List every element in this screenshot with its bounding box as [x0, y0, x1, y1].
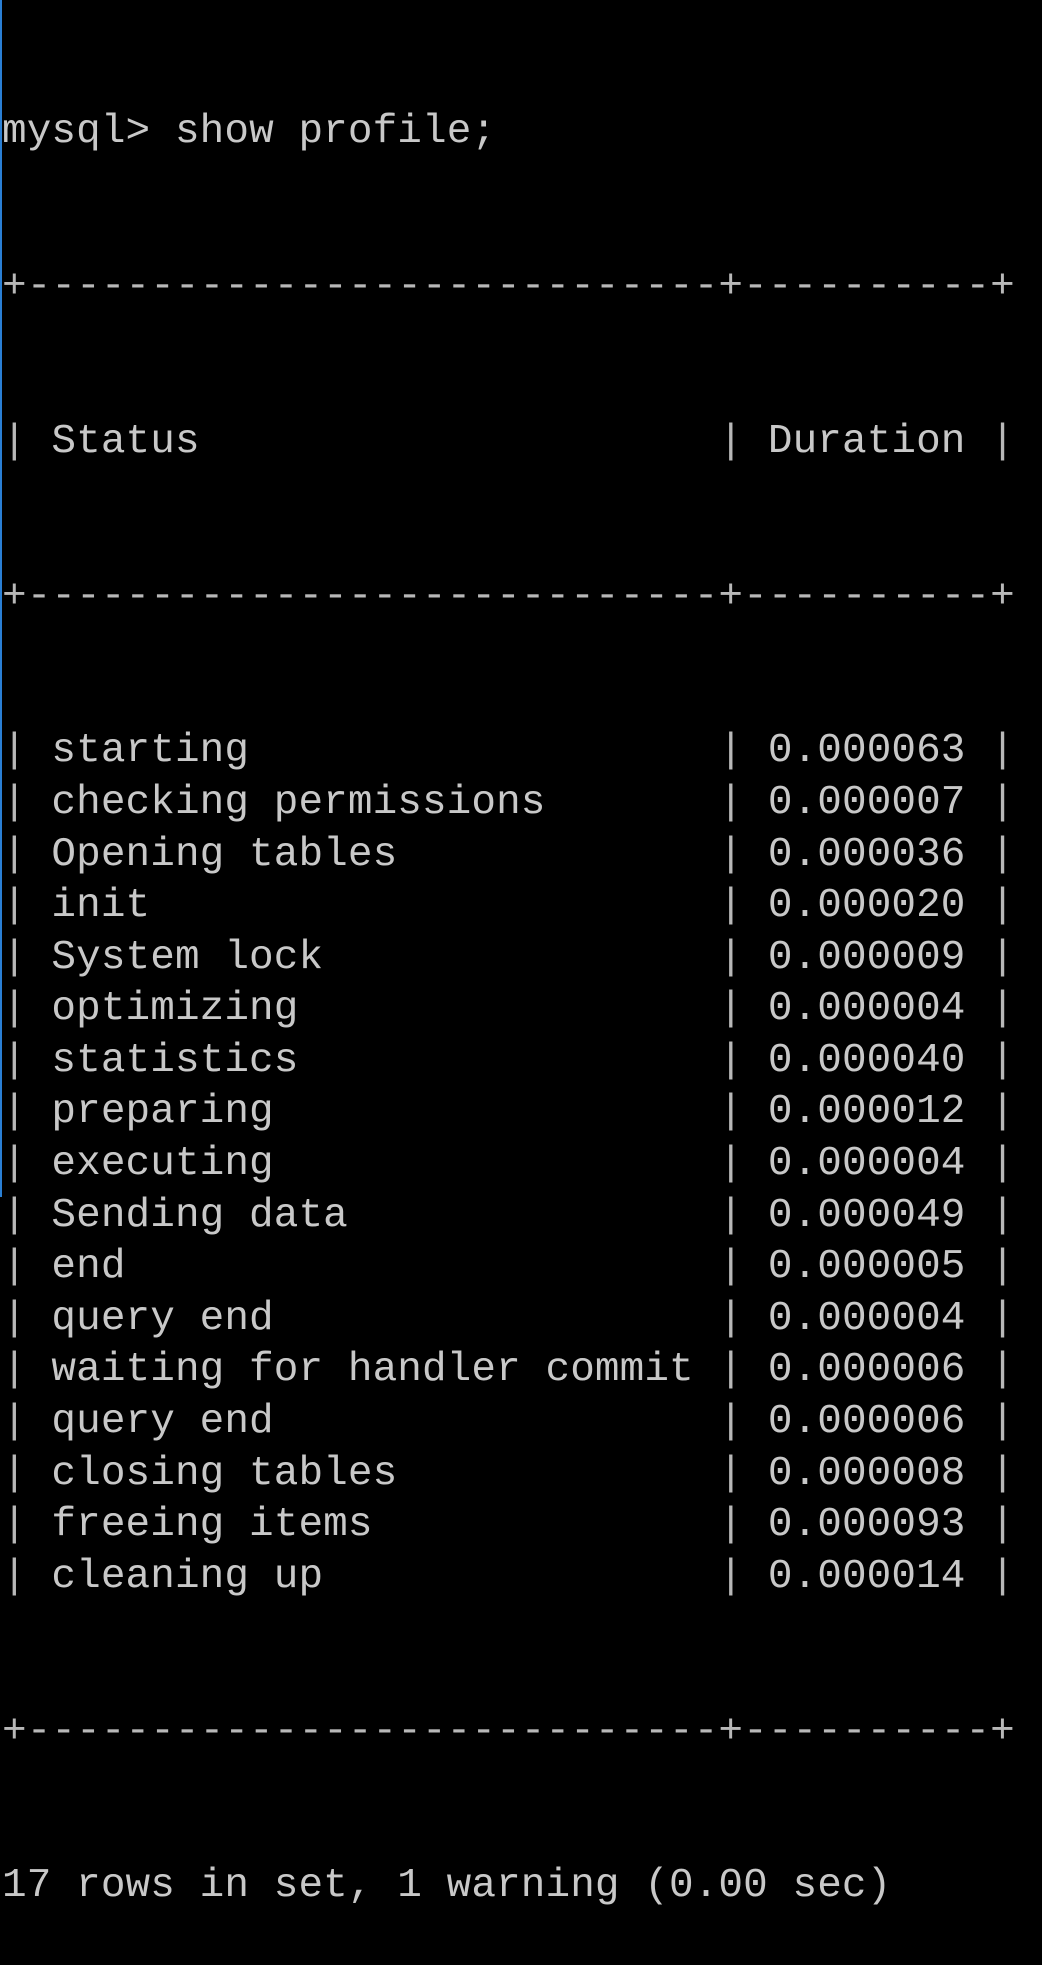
table-row: | query end | 0.000006 |	[2, 1399, 1015, 1446]
duration-cell: 0.000009	[767, 934, 966, 981]
table-row: | Sending data | 0.000049 |	[2, 1192, 1015, 1239]
status-cell: freeing items	[51, 1502, 373, 1549]
status-cell: preparing	[51, 1089, 274, 1136]
duration-cell: 0.000006	[767, 1347, 966, 1394]
status-cell: closing tables	[51, 1450, 398, 1497]
status-cell: executing	[51, 1141, 274, 1188]
duration-cell: 0.000006	[767, 1399, 966, 1446]
duration-cell: 0.000008	[767, 1450, 966, 1497]
status-cell: query end	[51, 1295, 274, 1342]
status-cell: init	[51, 883, 151, 930]
duration-cell: 0.000004	[767, 986, 966, 1033]
duration-cell: 0.000007	[767, 779, 966, 826]
table-row: | optimizing | 0.000004 |	[2, 986, 1015, 1033]
prompt: mysql>	[2, 109, 151, 156]
duration-cell: 0.000020	[767, 883, 966, 930]
status-cell: cleaning up	[51, 1553, 324, 1600]
table-row: | Opening tables | 0.000036 |	[2, 831, 1015, 878]
duration-cell: 0.000040	[767, 1037, 966, 1084]
table-row: | freeing items | 0.000093 |	[2, 1502, 1015, 1549]
column-header-duration: Duration	[767, 418, 966, 465]
status-cell: checking permissions	[51, 779, 546, 826]
status-cell: statistics	[51, 1037, 299, 1084]
duration-cell: 0.000005	[767, 1244, 966, 1291]
table-row: | preparing | 0.000012 |	[2, 1089, 1015, 1136]
column-header-status: Status	[51, 418, 200, 465]
duration-cell: 0.000036	[767, 831, 966, 878]
duration-cell: 0.000049	[767, 1192, 966, 1239]
table-row: | init | 0.000020 |	[2, 883, 1015, 930]
command: show profile;	[174, 109, 497, 156]
table-row: | waiting for handler commit | 0.000006 …	[2, 1347, 1015, 1394]
status-cell: query end	[51, 1399, 274, 1446]
status-cell: System lock	[51, 934, 324, 981]
terminal-output: mysql> show profile; +------------------…	[2, 4, 1015, 1965]
table-body: | starting | 0.000063 | | checking permis…	[2, 726, 1015, 1603]
status-cell: starting	[51, 728, 250, 775]
duration-cell: 0.000093	[767, 1502, 966, 1549]
table-border-header: +----------------------------+----------…	[2, 573, 1015, 620]
status-cell: Sending data	[51, 1192, 348, 1239]
status-cell: optimizing	[51, 986, 299, 1033]
command-line: mysql> show profile;	[2, 107, 1015, 159]
duration-cell: 0.000012	[767, 1089, 966, 1136]
duration-cell: 0.000063	[767, 728, 966, 775]
result-summary: 17 rows in set, 1 warning (0.00 sec)	[2, 1863, 892, 1910]
table-row: | executing | 0.000004 |	[2, 1141, 1015, 1188]
status-cell: waiting for handler commit	[51, 1347, 694, 1394]
table-border-bottom: +----------------------------+----------…	[2, 1708, 1015, 1755]
table-row: | end | 0.000005 |	[2, 1244, 1015, 1291]
table-row: | query end | 0.000004 |	[2, 1295, 1015, 1342]
table-row: | System lock | 0.000009 |	[2, 934, 1015, 981]
table-row: | closing tables | 0.000008 |	[2, 1450, 1015, 1497]
table-header: | Status | Duration |	[2, 418, 1015, 465]
duration-cell: 0.000014	[767, 1553, 966, 1600]
table-row: | cleaning up | 0.000014 |	[2, 1553, 1015, 1600]
table-row: | statistics | 0.000040 |	[2, 1037, 1015, 1084]
duration-cell: 0.000004	[767, 1295, 966, 1342]
duration-cell: 0.000004	[767, 1141, 966, 1188]
window-edge	[0, 0, 2, 1197]
table-row: | checking permissions | 0.000007 |	[2, 779, 1015, 826]
table-border-top: +----------------------------+----------…	[2, 263, 1015, 310]
table-row: | starting | 0.000063 |	[2, 728, 1015, 775]
status-cell: end	[51, 1244, 126, 1291]
status-cell: Opening tables	[51, 831, 398, 878]
